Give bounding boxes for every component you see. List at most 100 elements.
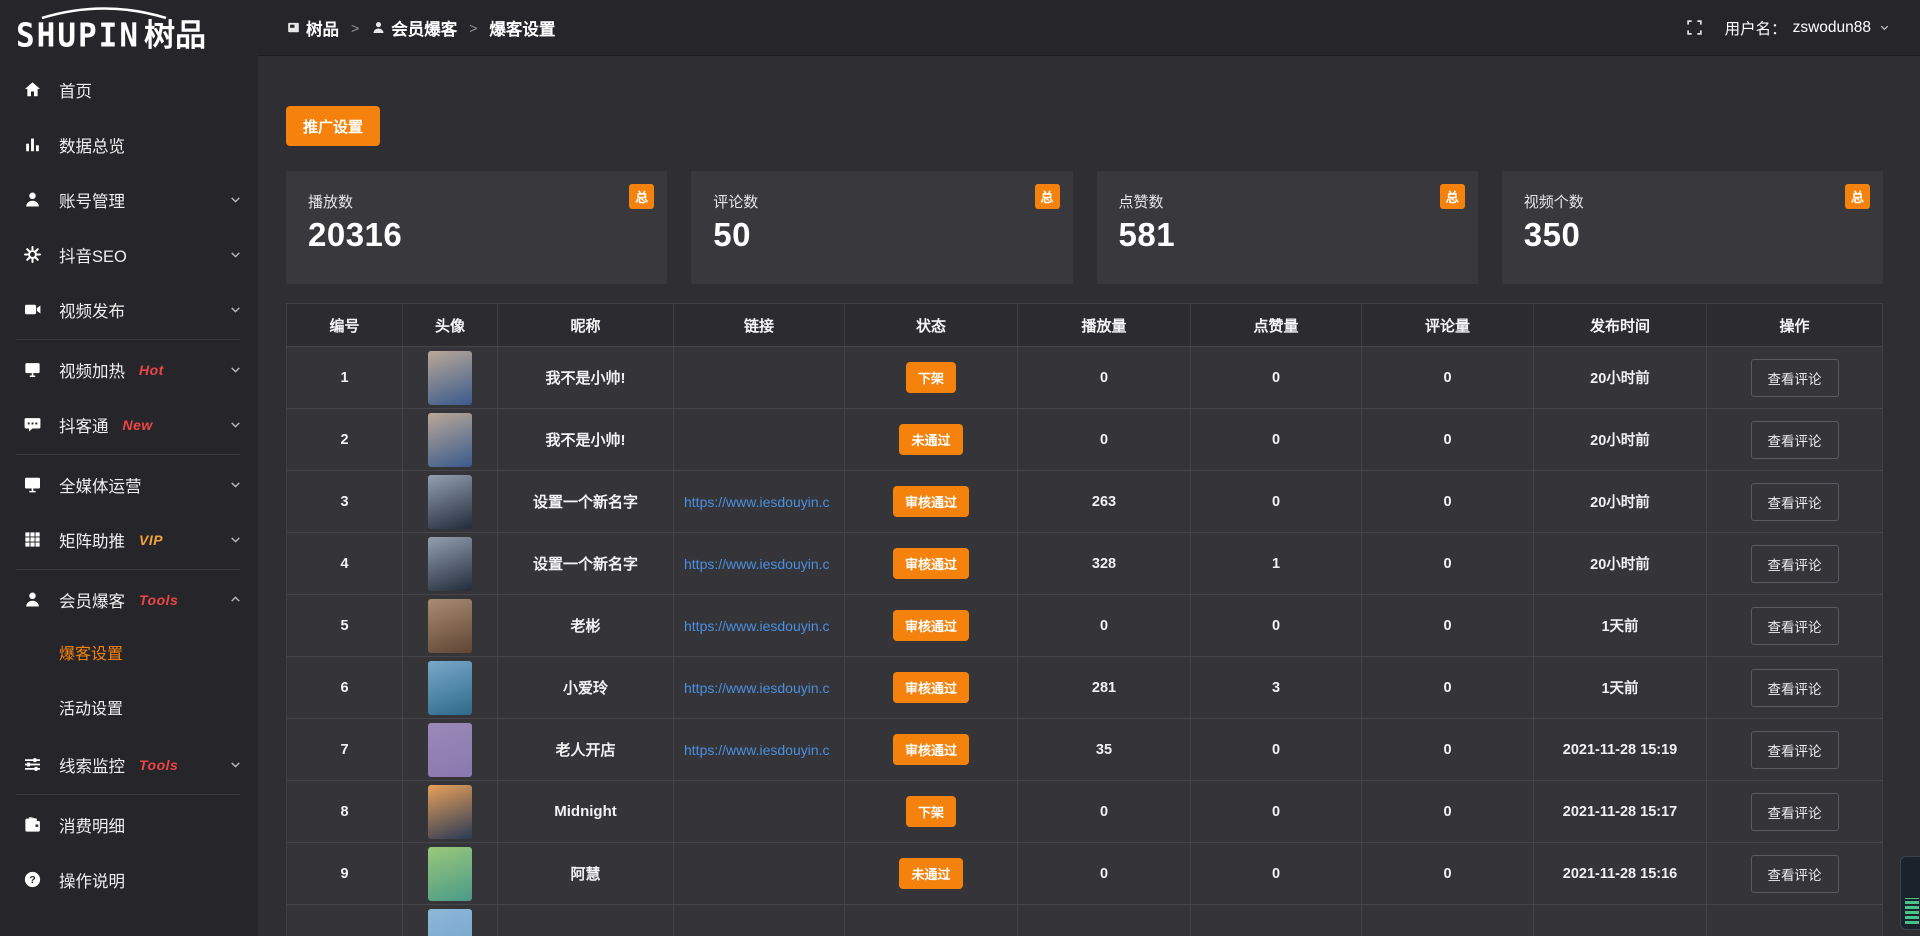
cell-status: 审核通过: [845, 719, 1018, 780]
cell-nickname: Midnight: [498, 781, 674, 842]
video-link[interactable]: https://www.iesdouyin.c: [684, 679, 830, 696]
cell-time: 20小时前: [1534, 533, 1707, 594]
view-comments-button[interactable]: 查看评论: [1750, 544, 1839, 583]
sidebar-menu: 首页 数据总览 账号管理抖音SEO 视频发布 视频加热 Hot 抖客通 New 全媒体运营 矩阵助…: [0, 62, 258, 907]
sidebar-item-consume-detail[interactable]: 消费明细: [0, 797, 258, 852]
floating-widget[interactable]: [1900, 856, 1920, 930]
question-icon: ?: [22, 870, 42, 890]
sidebar-item-matrix-boost[interactable]: 矩阵助推 VIP: [0, 512, 258, 567]
stat-card-3: 视频个数 350 总: [1501, 171, 1883, 284]
cell-status: [845, 905, 1018, 936]
stat-card-1: 评论数 50 总: [691, 171, 1073, 284]
avatar: [428, 908, 472, 936]
stat-card-label: 播放数: [308, 194, 354, 211]
user-menu[interactable]: 用户名： zswodun88: [1725, 17, 1890, 39]
table-row: 2 我不是小帅! 未通过 0 0 0 20小时前 查看评论: [287, 408, 1882, 470]
cell-likes: 0: [1191, 781, 1362, 842]
table-row: 9 阿慧 未通过 0 0 0 2021-11-28 15:16 查看评论: [287, 842, 1882, 904]
avatar: [428, 660, 472, 715]
sidebar-item-home[interactable]: 首页: [0, 62, 258, 117]
chevron-down-icon: [229, 478, 242, 491]
cell-nickname: 设置一个新名字: [498, 533, 674, 594]
cell-avatar: [403, 657, 498, 718]
cell-plays: 0: [1018, 595, 1191, 656]
total-badge: 总: [1034, 184, 1060, 209]
logo-text-en: SHUPIN: [16, 17, 140, 55]
view-comments-button[interactable]: 查看评论: [1750, 668, 1839, 707]
column-header: 发布时间: [1534, 304, 1707, 346]
column-header: 链接: [674, 304, 845, 346]
cell-id: 8: [287, 781, 403, 842]
cell-status: 未通过: [845, 409, 1018, 470]
chevron-down-icon: [229, 533, 242, 546]
view-comments-button[interactable]: 查看评论: [1750, 482, 1839, 521]
sidebar-item-label: 抖音SEO: [59, 247, 127, 266]
status-badge[interactable]: 下架: [905, 362, 956, 393]
status-badge[interactable]: 审核通过: [892, 734, 969, 765]
sidebar-item-member-baoke[interactable]: 会员爆客 Tools: [0, 572, 258, 627]
view-comments-button[interactable]: 查看评论: [1750, 854, 1839, 893]
promo-settings-button[interactable]: 推广设置: [286, 106, 381, 146]
fullscreen-icon[interactable]: [1686, 19, 1703, 36]
chevron-down-icon: [229, 303, 242, 316]
view-comments-button[interactable]: 查看评论: [1750, 792, 1839, 831]
cell-comments: [1362, 905, 1534, 936]
sidebar-item-douyin-seo[interactable]: 抖音SEO: [0, 227, 258, 282]
status-badge[interactable]: 审核通过: [892, 486, 969, 517]
status-badge[interactable]: 审核通过: [892, 610, 969, 641]
video-camera-icon: [22, 300, 42, 320]
view-comments-button[interactable]: 查看评论: [1750, 730, 1839, 769]
cell-avatar: [403, 843, 498, 904]
sidebar-item-video-heat[interactable]: 视频加热 Hot: [0, 342, 258, 397]
breadcrumb-item-shupin[interactable]: 树品: [286, 16, 339, 40]
video-link[interactable]: https://www.iesdouyin.c: [684, 741, 830, 758]
cell-status: 审核通过: [845, 657, 1018, 718]
cell-time: 2021-11-28 15:16: [1534, 843, 1707, 904]
video-link[interactable]: https://www.iesdouyin.c: [684, 555, 830, 572]
status-badge[interactable]: 下架: [905, 796, 956, 827]
status-badge[interactable]: 未通过: [899, 858, 963, 889]
status-badge[interactable]: 审核通过: [892, 672, 969, 703]
cell-id: 7: [287, 719, 403, 780]
cell-action: 查看评论: [1707, 533, 1882, 594]
sidebar-item-media-ops[interactable]: 全媒体运营: [0, 457, 258, 512]
cell-nickname: 阿慧: [498, 843, 674, 904]
chevron-down-icon: [229, 363, 242, 376]
view-comments-button[interactable]: 查看评论: [1750, 420, 1839, 459]
cell-likes: [1191, 905, 1362, 936]
sidebar-item-douketong[interactable]: 抖客通 New: [0, 397, 258, 452]
table-body: 1 我不是小帅! 下架 0 0 0 20小时前 查看评论 2 我不是小帅! 未通过 0 0 0 20小时前查…: [287, 346, 1882, 936]
sidebar-item-help[interactable]: ? 操作说明: [0, 852, 258, 907]
sidebar-item-video-publish[interactable]: 视频发布: [0, 282, 258, 337]
view-comments-button[interactable]: 查看评论: [1750, 358, 1839, 397]
table-row: 3 设置一个新名字 https://www.iesdouyin.c 审核通过 263 0 0…: [287, 470, 1882, 532]
view-comments-button[interactable]: 查看评论: [1750, 606, 1839, 645]
cell-likes: 0: [1191, 471, 1362, 532]
cell-likes: 0: [1191, 347, 1362, 408]
cell-action: 查看评论: [1707, 657, 1882, 718]
video-link[interactable]: https://www.iesdouyin.c: [684, 493, 830, 510]
breadcrumb-item-member-baoke[interactable]: 会员爆客: [371, 16, 457, 40]
cell-action: 查看评论: [1707, 595, 1882, 656]
video-link[interactable]: https://www.iesdouyin.c: [684, 617, 830, 634]
cell-time: 20小时前: [1534, 347, 1707, 408]
sidebar-item-clue-monitor[interactable]: 线索监控 Tools: [0, 737, 258, 792]
cell-action: 查看评论: [1707, 843, 1882, 904]
sidebar-item-badge: Hot: [139, 361, 164, 378]
cell-plays: 35: [1018, 719, 1191, 780]
sidebar-item-account-management[interactable]: 账号管理: [0, 172, 258, 227]
status-badge[interactable]: 审核通过: [892, 548, 969, 579]
sidebar-subitem-activity-settings[interactable]: 活动设置: [59, 701, 124, 718]
table-row: 1 我不是小帅! 下架 0 0 0 20小时前 查看评论: [287, 346, 1882, 408]
status-badge[interactable]: 未通过: [899, 424, 963, 455]
username-label: 用户名：: [1724, 20, 1787, 38]
sidebar-item-data-overview[interactable]: 数据总览: [0, 117, 258, 172]
logo-text-cn: 树品: [143, 18, 206, 53]
avatar: [428, 598, 472, 653]
cell-link: [674, 905, 845, 936]
sidebar-subitem-baoke-settings[interactable]: 爆客设置: [59, 646, 124, 663]
divider: [16, 794, 240, 795]
cell-avatar: [403, 719, 498, 780]
cell-plays: 328: [1018, 533, 1191, 594]
